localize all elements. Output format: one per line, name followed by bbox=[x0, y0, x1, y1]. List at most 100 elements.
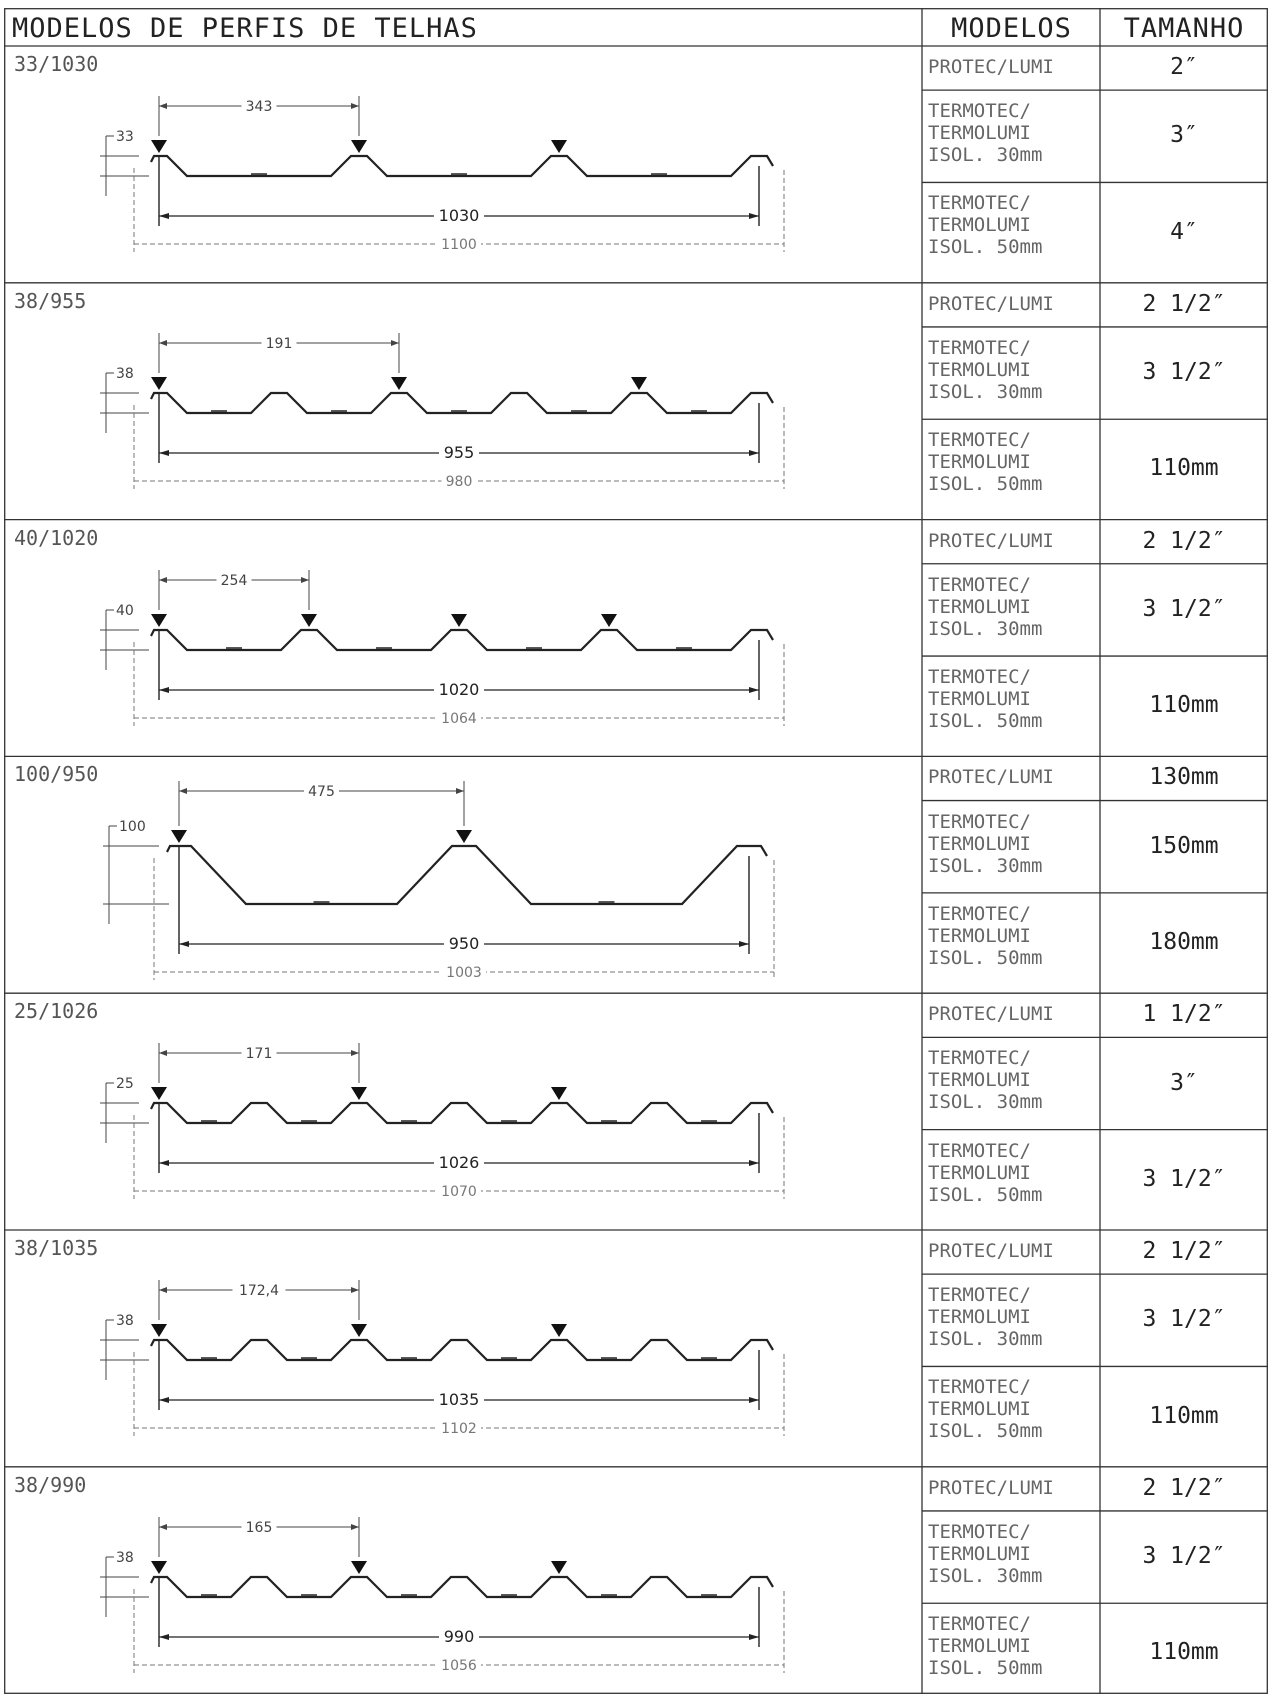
fastener-marker bbox=[151, 376, 167, 390]
tile-profile-line bbox=[150, 391, 774, 414]
table-title: MODELOS DE PERFIS DE TELHAS bbox=[12, 13, 478, 44]
tile-profile-line bbox=[150, 154, 774, 178]
height-dimension: 40 bbox=[116, 603, 134, 619]
size-value: 2 1/2″ bbox=[1142, 1474, 1226, 1501]
model-name: TERMOTEC/ TERMOLUMI ISOL. 50mm bbox=[928, 429, 1043, 496]
total-width-dimension: 1102 bbox=[441, 1421, 477, 1437]
model-name: PROTEC/LUMI bbox=[928, 1476, 1054, 1499]
model-name: TERMOTEC/ TERMOLUMI ISOL. 30mm bbox=[928, 100, 1043, 167]
fastener-marker bbox=[601, 613, 617, 627]
total-width-dimension: 1070 bbox=[441, 1184, 477, 1200]
fastener-marker bbox=[151, 1087, 167, 1101]
fastener-marker bbox=[551, 1560, 567, 1574]
model-name: TERMOTEC/ TERMOLUMI ISOL. 30mm bbox=[928, 336, 1043, 403]
size-value: 3″ bbox=[1170, 122, 1198, 149]
useful-width-dimension: 1026 bbox=[439, 1153, 480, 1172]
total-width-dimension: 980 bbox=[446, 474, 473, 490]
tile-profile-line bbox=[150, 628, 774, 651]
useful-width-dimension: 1020 bbox=[439, 680, 480, 699]
fastener-marker bbox=[451, 613, 467, 627]
useful-width-dimension: 1030 bbox=[439, 206, 480, 225]
fastener-marker bbox=[151, 140, 167, 153]
size-value: 3 1/2″ bbox=[1142, 1306, 1226, 1333]
fastener-marker bbox=[551, 1087, 567, 1101]
profile-code: 38/990 bbox=[14, 1472, 87, 1497]
model-name: TERMOTEC/ TERMOLUMI ISOL. 30mm bbox=[928, 1520, 1043, 1587]
pitch-dimension: 191 bbox=[266, 336, 293, 352]
size-value: 110mm bbox=[1149, 1639, 1219, 1666]
fastener-marker bbox=[351, 1324, 367, 1337]
fastener-marker bbox=[551, 1324, 567, 1337]
size-value: 3 1/2″ bbox=[1142, 1165, 1226, 1192]
column-header-models: MODELOS bbox=[951, 13, 1072, 44]
model-name: PROTEC/LUMI bbox=[928, 766, 1054, 789]
size-value: 2 1/2″ bbox=[1142, 1238, 1226, 1265]
model-name: TERMOTEC/ TERMOLUMI ISOL. 30mm bbox=[928, 1047, 1043, 1114]
pitch-dimension: 475 bbox=[308, 784, 335, 800]
model-name: TERMOTEC/ TERMOLUMI ISOL. 50mm bbox=[928, 1376, 1043, 1443]
profile-drawing: 254 40 1020 1064 bbox=[100, 569, 785, 727]
fastener-marker bbox=[631, 376, 647, 390]
profile-drawing: 172,4 38 1035 1102 bbox=[100, 1280, 785, 1437]
fastener-marker bbox=[171, 830, 187, 844]
table-grid-lines bbox=[4, 8, 1268, 1694]
height-dimension: 38 bbox=[116, 1313, 134, 1329]
height-dimension: 33 bbox=[116, 129, 134, 145]
size-value: 2 1/2″ bbox=[1142, 290, 1226, 317]
size-value: 110mm bbox=[1149, 692, 1219, 719]
size-value: 3″ bbox=[1170, 1069, 1198, 1096]
model-name: TERMOTEC/ TERMOLUMI ISOL. 30mm bbox=[928, 1284, 1043, 1351]
fastener-marker bbox=[391, 376, 407, 390]
size-value: 2″ bbox=[1170, 54, 1198, 81]
model-name: PROTEC/LUMI bbox=[928, 529, 1054, 552]
tile-profile-line bbox=[150, 1575, 774, 1598]
model-name: TERMOTEC/ TERMOLUMI ISOL. 50mm bbox=[928, 902, 1043, 969]
model-name: TERMOTEC/ TERMOLUMI ISOL. 30mm bbox=[928, 573, 1043, 640]
pitch-dimension: 172,4 bbox=[239, 1283, 279, 1299]
size-value: 1 1/2″ bbox=[1142, 1001, 1226, 1028]
fastener-marker bbox=[151, 1324, 167, 1337]
height-dimension: 38 bbox=[116, 1550, 134, 1566]
total-width-dimension: 1064 bbox=[441, 711, 477, 727]
profiles-table: MODELOS DE PERFIS DE TELHAS MODELOS TAMA… bbox=[4, 8, 1268, 1694]
profile-drawing: 165 38 990 1056 bbox=[100, 1516, 785, 1674]
size-value: 3 1/2″ bbox=[1142, 595, 1226, 622]
profile-code: 25/1026 bbox=[14, 999, 99, 1024]
total-width-dimension: 1056 bbox=[441, 1658, 477, 1674]
fastener-marker bbox=[551, 140, 567, 153]
size-value: 180mm bbox=[1149, 929, 1219, 956]
pitch-dimension: 165 bbox=[246, 1520, 273, 1536]
size-value: 130mm bbox=[1149, 764, 1219, 791]
pitch-dimension: 171 bbox=[246, 1046, 273, 1062]
fastener-marker bbox=[151, 1560, 167, 1574]
column-header-size: TAMANHO bbox=[1123, 13, 1245, 44]
model-name: TERMOTEC/ TERMOLUMI ISOL. 30mm bbox=[928, 810, 1043, 877]
profile-drawing: 475 100 950 1003 bbox=[103, 781, 775, 981]
size-value: 150mm bbox=[1149, 832, 1219, 859]
height-dimension: 100 bbox=[119, 819, 146, 835]
tile-profile-line bbox=[150, 1102, 774, 1125]
total-width-dimension: 1100 bbox=[441, 237, 477, 253]
tile-profile-line bbox=[150, 1338, 774, 1362]
profile-code: 38/955 bbox=[14, 288, 87, 313]
fastener-marker bbox=[151, 613, 167, 627]
model-name: TERMOTEC/ TERMOLUMI ISOL. 50mm bbox=[928, 1613, 1043, 1680]
model-name: TERMOTEC/ TERMOLUMI ISOL. 50mm bbox=[928, 1139, 1043, 1206]
size-value: 110mm bbox=[1149, 1402, 1219, 1429]
fastener-marker bbox=[351, 1560, 367, 1574]
profile-code: 38/1035 bbox=[14, 1236, 99, 1260]
size-value: 2 1/2″ bbox=[1142, 527, 1226, 554]
size-value: 110mm bbox=[1149, 455, 1219, 482]
profile-drawing: 171 25 1026 1070 bbox=[100, 1043, 785, 1200]
profile-drawing: 191 38 955 980 bbox=[100, 332, 785, 490]
fastener-marker bbox=[351, 140, 367, 153]
model-name: PROTEC/LUMI bbox=[928, 1003, 1054, 1026]
useful-width-dimension: 950 bbox=[449, 934, 480, 953]
tile-profile-line bbox=[166, 845, 768, 906]
profile-code: 40/1020 bbox=[14, 525, 99, 550]
profile-drawing: 343 33 1030 1100 bbox=[100, 96, 785, 253]
pitch-dimension: 254 bbox=[221, 573, 248, 589]
fastener-marker bbox=[456, 830, 472, 844]
total-width-dimension: 1003 bbox=[446, 965, 482, 981]
useful-width-dimension: 955 bbox=[444, 443, 475, 462]
